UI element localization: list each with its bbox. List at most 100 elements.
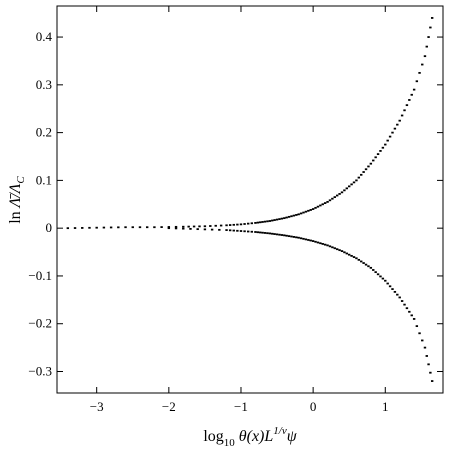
data-point bbox=[335, 248, 339, 251]
data-point bbox=[302, 211, 305, 214]
data-point bbox=[345, 252, 349, 255]
data-point bbox=[138, 226, 142, 229]
data-point bbox=[239, 223, 243, 226]
data-point bbox=[287, 235, 291, 238]
data-point bbox=[340, 191, 344, 194]
data-point bbox=[314, 206, 317, 209]
data-point bbox=[209, 225, 212, 227]
data-point bbox=[403, 303, 406, 306]
y-tick-label: −0.1 bbox=[28, 268, 52, 283]
data-point bbox=[314, 240, 317, 243]
data-point bbox=[285, 234, 288, 237]
data-point bbox=[268, 232, 272, 235]
data-points bbox=[66, 17, 434, 382]
series-upper bbox=[66, 17, 434, 230]
data-point bbox=[256, 231, 260, 234]
data-point bbox=[429, 371, 432, 374]
data-point bbox=[425, 355, 428, 357]
data-point bbox=[307, 209, 310, 212]
data-point bbox=[362, 171, 365, 173]
data-point bbox=[423, 55, 427, 58]
data-point bbox=[311, 240, 315, 242]
data-point bbox=[187, 225, 190, 228]
x-tick-label: −2 bbox=[162, 399, 176, 414]
data-point bbox=[343, 251, 346, 254]
data-point bbox=[131, 226, 134, 229]
data-point bbox=[418, 332, 421, 335]
data-point bbox=[145, 226, 149, 229]
data-point bbox=[273, 219, 276, 221]
data-point bbox=[379, 150, 382, 152]
data-point bbox=[384, 279, 387, 282]
data-point bbox=[273, 233, 276, 235]
data-point bbox=[348, 253, 351, 256]
data-point bbox=[278, 233, 281, 236]
data-point bbox=[109, 226, 113, 229]
axis-ticks bbox=[57, 6, 443, 393]
data-point bbox=[299, 237, 303, 240]
data-point bbox=[236, 229, 239, 232]
data-point bbox=[283, 217, 286, 220]
data-point bbox=[381, 277, 385, 280]
data-point bbox=[283, 234, 286, 237]
data-point bbox=[292, 214, 296, 217]
data-point bbox=[376, 153, 380, 156]
data-point bbox=[246, 222, 250, 225]
data-point bbox=[430, 380, 434, 382]
y-tick-label: −0.3 bbox=[28, 364, 52, 379]
data-point bbox=[232, 229, 235, 232]
data-point bbox=[311, 208, 315, 210]
data-point bbox=[376, 273, 380, 276]
data-point bbox=[335, 194, 339, 197]
data-point bbox=[73, 227, 77, 229]
data-point bbox=[256, 221, 260, 224]
data-point bbox=[393, 127, 397, 130]
data-point bbox=[410, 314, 413, 317]
data-point bbox=[228, 224, 232, 226]
data-point bbox=[297, 213, 300, 216]
data-point bbox=[357, 258, 361, 261]
data-point bbox=[323, 243, 327, 246]
data-point bbox=[182, 225, 185, 228]
x-tick-label: 1 bbox=[382, 399, 389, 414]
data-point bbox=[210, 228, 214, 231]
data-point bbox=[263, 232, 267, 234]
data-point bbox=[203, 228, 207, 231]
data-point bbox=[350, 254, 353, 257]
data-point bbox=[297, 236, 300, 239]
data-point bbox=[396, 123, 399, 126]
data-point bbox=[360, 260, 363, 263]
y-tick-label: 0.1 bbox=[36, 172, 52, 187]
plot-frame bbox=[56, 5, 444, 394]
data-point bbox=[348, 185, 351, 188]
data-point bbox=[174, 227, 178, 230]
data-point bbox=[345, 187, 349, 190]
data-point bbox=[323, 202, 327, 204]
data-point bbox=[333, 247, 336, 250]
data-point bbox=[232, 223, 235, 226]
y-tick-label: 0.4 bbox=[36, 29, 53, 44]
data-point bbox=[430, 17, 434, 19]
data-point bbox=[427, 363, 430, 366]
data-point bbox=[117, 226, 120, 229]
data-point bbox=[250, 230, 254, 233]
data-point bbox=[379, 275, 382, 278]
data-point bbox=[367, 165, 370, 168]
data-point bbox=[268, 220, 272, 222]
data-point bbox=[174, 225, 178, 228]
data-point bbox=[299, 212, 303, 215]
data-point bbox=[321, 203, 324, 206]
data-point bbox=[398, 296, 401, 299]
data-point bbox=[400, 300, 404, 302]
data-point bbox=[374, 271, 377, 274]
data-point bbox=[319, 204, 322, 207]
x-tick-label: 0 bbox=[310, 399, 317, 414]
data-point bbox=[331, 197, 334, 200]
data-point bbox=[198, 225, 201, 228]
data-point bbox=[350, 183, 353, 186]
data-point bbox=[429, 26, 432, 29]
data-point bbox=[290, 235, 293, 238]
data-point bbox=[266, 232, 269, 235]
data-point bbox=[405, 307, 409, 310]
data-point bbox=[333, 196, 336, 199]
